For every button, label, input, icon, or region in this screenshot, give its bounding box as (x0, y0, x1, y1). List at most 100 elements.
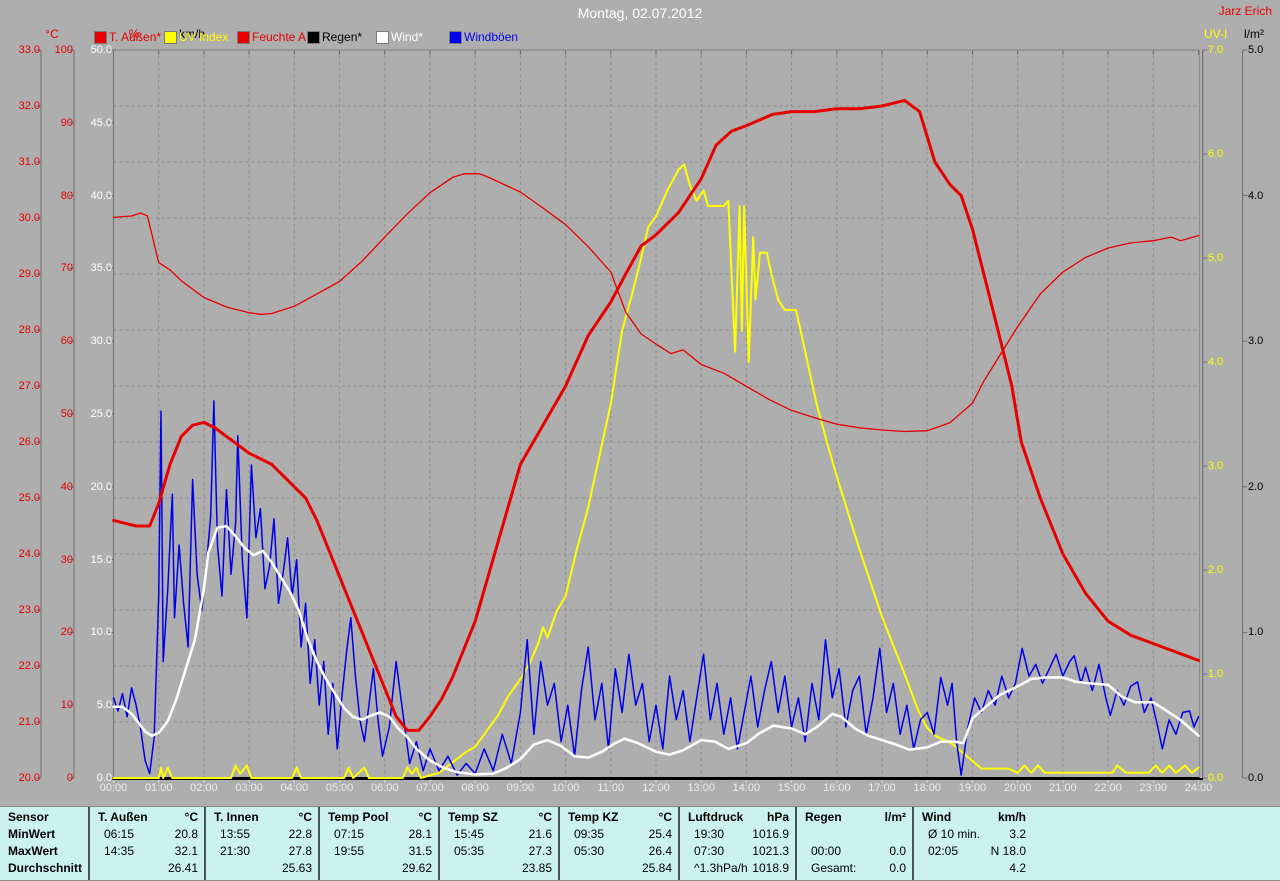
stat-time: 19:55 (334, 844, 365, 858)
series-tauen (112, 98, 1200, 732)
y-tick-label-wind: 20.0 (90, 480, 112, 493)
stat-value: N 18.0 (990, 844, 1026, 858)
y-tick-label-temp: 30.0 (18, 212, 40, 224)
stat-time: 02:05 (928, 844, 959, 858)
y-tick-label-uv: 3.0 (1208, 460, 1224, 472)
axis-header-celsius: °C (45, 27, 59, 41)
y-tick-label-humidity: 70 (60, 262, 73, 275)
sensor-name: Luftdruck (688, 810, 744, 824)
stat-time: ^1.3hPa/h (694, 861, 748, 875)
x-tick-label: 15:00 (777, 782, 806, 794)
stat-time: 14:35 (104, 844, 135, 858)
stat-time: 05:30 (574, 844, 605, 858)
sensor-unit: °C (184, 810, 198, 824)
x-tick-label: 22:00 (1094, 782, 1122, 794)
stat-value: 0.0 (889, 844, 906, 858)
table-row: 05:35 27.3 (440, 843, 558, 860)
x-tick-label: 00:00 (99, 782, 128, 794)
axis-header-uvi: UV-I (1204, 27, 1228, 41)
table-column: T. Innen °C 13:55 22.8 21:30 27.8 25.63 (204, 807, 318, 880)
legend-label: Wind* (391, 30, 424, 44)
table-column: T. Außen °C 06:15 20.8 14:35 32.1 26.41 (88, 807, 204, 880)
table-row: ^1.3hPa/h 1018.9 (680, 860, 795, 877)
axis-header-percent: % (128, 27, 140, 41)
y-tick-label-wind: 0.0 (96, 772, 112, 784)
sensor-unit: km/h (997, 810, 1026, 824)
x-tick-label: 17:00 (868, 782, 896, 794)
x-tick-label: 08:00 (461, 782, 489, 794)
table-header: Luftdruck hPa (680, 807, 795, 826)
x-tick-label: 10:00 (551, 782, 580, 794)
y-tick-label-wind: 15.0 (90, 553, 112, 566)
x-tick-label: 19:00 (958, 782, 987, 794)
y-tick-label-humidity: 50 (60, 408, 73, 420)
y-tick-label-temp: 21.0 (18, 716, 40, 728)
table-header: Temp SZ °C (440, 807, 558, 826)
y-tick-label-uv: 5.0 (1208, 252, 1224, 264)
x-tick-label: 21:00 (1049, 782, 1077, 794)
y-tick-label-wind: 35.0 (90, 262, 112, 275)
sensor-name: Temp SZ (448, 810, 498, 824)
stat-value: 1018.9 (752, 861, 789, 875)
table-row (797, 826, 912, 843)
table-column: Luftdruck hPa 19:30 1016.9 07:30 1021.3 ^1.3hP… (678, 807, 795, 880)
stat-value: 4.2 (1009, 861, 1026, 875)
x-tick-label: 04:00 (280, 782, 309, 794)
legend-label: Windböen (464, 30, 519, 44)
y-tick-label-uv: 7.0 (1208, 44, 1224, 56)
x-tick-label: 11:00 (597, 782, 625, 794)
x-tick-label: 03:00 (235, 782, 263, 794)
stat-value: 27.3 (528, 844, 552, 858)
table-row: 26.41 (90, 860, 204, 877)
stat-value: 27.8 (288, 844, 312, 858)
table-row: 19:30 1016.9 (680, 826, 795, 843)
table-header: Wind km/h (914, 807, 1280, 826)
stat-value: 32.1 (174, 844, 198, 858)
table-column: Temp Pool °C 07:15 28.1 19:55 31.5 29.62 (318, 807, 438, 880)
table-row: 14:35 32.1 (90, 843, 204, 860)
series-feuchtea (112, 173, 1200, 433)
stat-value: 23.85 (521, 861, 552, 875)
stat-time: 15:45 (454, 827, 485, 841)
stat-time: 07:15 (334, 827, 365, 841)
stat-time: 13:55 (220, 827, 251, 841)
stat-time: 19:30 (694, 827, 725, 841)
y-tick-label-wind: 40.0 (90, 189, 112, 202)
sensor-unit: l/m² (884, 810, 906, 824)
sensor-name: T. Innen (214, 810, 259, 824)
y-tick-label-humidity: 100 (54, 44, 73, 56)
x-tick-label: 06:00 (370, 782, 399, 794)
y-tick-label-temp: 24.0 (18, 548, 40, 560)
table-header: T. Außen °C (90, 807, 204, 826)
x-tick-label: 13:00 (687, 782, 715, 794)
legend-label: T. Außen* (109, 30, 162, 44)
stat-time: Gesamt: (811, 861, 857, 875)
x-tick-label: 14:00 (732, 782, 761, 794)
table-row: 07:15 28.1 (320, 826, 438, 843)
table-row: 15:45 21.6 (440, 826, 558, 843)
page-title: Montag, 02.07.2012 (577, 5, 703, 21)
stat-value: 21.6 (528, 827, 552, 841)
y-tick-label-temp: 29.0 (18, 268, 40, 280)
sensor-name: T. Außen (98, 810, 148, 824)
y-tick-label-wind: 45.0 (90, 116, 112, 129)
stat-value: 28.1 (408, 827, 432, 841)
sensor-unit: °C (538, 810, 552, 824)
x-tick-label: 16:00 (823, 782, 851, 794)
series-wind (112, 524, 1200, 776)
stat-time: 21:30 (220, 844, 251, 858)
x-tick-label: 05:00 (325, 782, 354, 794)
table-row-label: MinWert (8, 827, 56, 841)
y-tick-label-temp: 26.0 (18, 436, 40, 448)
table-row: Ø 10 min. 3.2 (914, 826, 1280, 843)
y-tick-label-wind: 30.0 (90, 335, 112, 348)
sensor-unit: hPa (766, 810, 789, 824)
y-tick-label-rain: 4.0 (1248, 189, 1264, 202)
table-row: 29.62 (320, 860, 438, 877)
table-header: Temp KZ °C (560, 807, 678, 826)
table-row: Gesamt: 0.0 (797, 860, 912, 877)
stat-time: 06:15 (104, 827, 135, 841)
table-header-sensor: Sensor (8, 810, 49, 824)
y-tick-label-humidity: 60 (60, 335, 73, 348)
